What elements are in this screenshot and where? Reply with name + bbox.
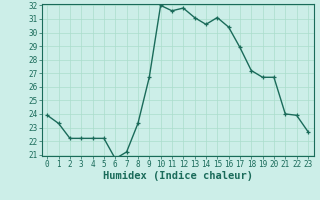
X-axis label: Humidex (Indice chaleur): Humidex (Indice chaleur) [103,171,252,181]
